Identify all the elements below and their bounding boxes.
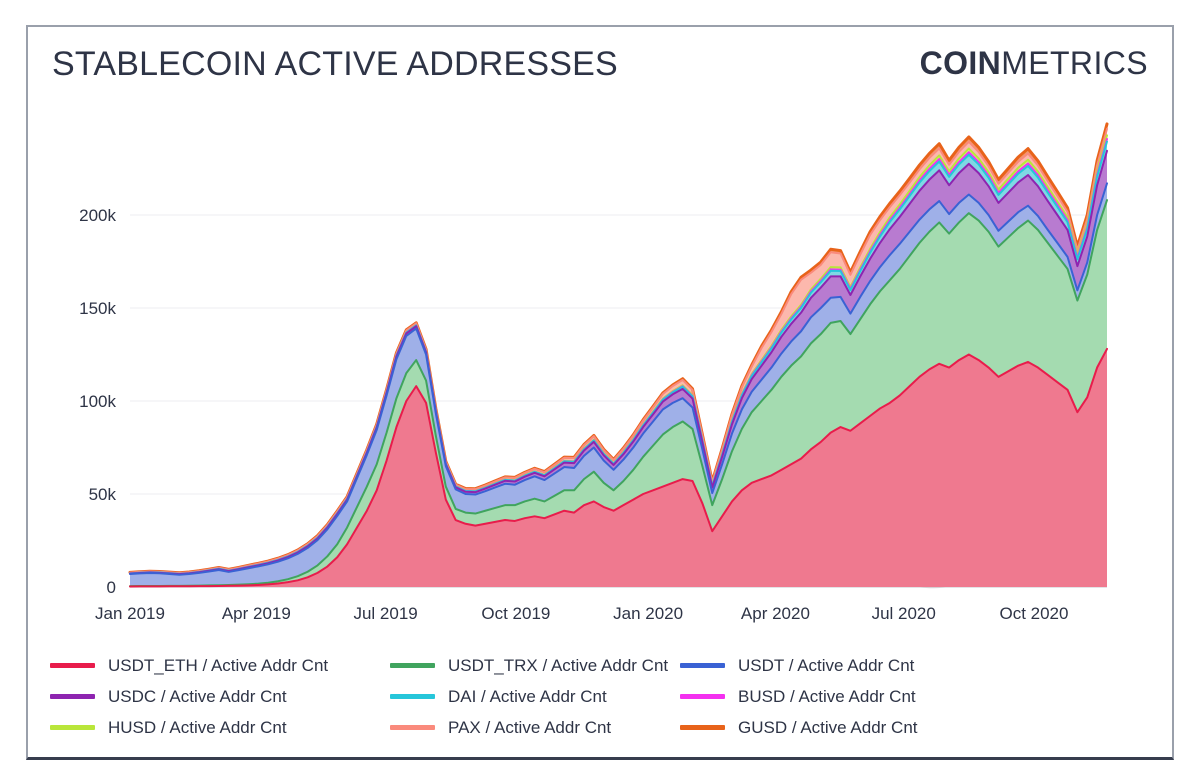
legend-item-label: DAI / Active Addr Cnt (448, 686, 607, 706)
area-usdt (130, 183, 1107, 587)
chart-legend: USDT_ETH / Active Addr Cnt USDT_TRX / Act… (50, 650, 1155, 743)
legend-item-usdt[interactable]: USDT / Active Addr Cnt (680, 650, 1020, 681)
line-usdt_eth (129, 347, 1108, 588)
legend-swatch-icon (50, 725, 95, 730)
y-axis-tick-label: 50k (89, 485, 117, 504)
page-title: STABLECOIN ACTIVE ADDRESSES (52, 45, 618, 83)
legend-item-label: USDT_ETH / Active Addr Cnt (108, 655, 329, 675)
legend-item-label: GUSD / Active Addr Cnt (738, 717, 918, 737)
area-dai (130, 141, 1107, 575)
legend-item-gusd[interactable]: GUSD / Active Addr Cnt (680, 712, 1020, 743)
legend-swatch-icon (680, 694, 725, 699)
logo-light-text: METRICS (1001, 45, 1148, 81)
x-axis-tick-label: Oct 2019 (481, 604, 550, 623)
x-axis-tick-label: Apr 2020 (741, 604, 810, 623)
x-axis-tick-label: Apr 2019 (222, 604, 291, 623)
x-axis-tick-label: Jan 2019 (95, 604, 165, 623)
area-husd (130, 135, 1107, 574)
area-series-group (130, 123, 1107, 587)
legend-swatch-icon (50, 694, 95, 699)
legend-item-label: USDT_TRX / Active Addr Cnt (448, 655, 669, 675)
legend-item-label: PAX / Active Addr Cnt (448, 717, 612, 737)
legend-item-usdt_trx[interactable]: USDT_TRX / Active Addr Cnt (390, 650, 680, 681)
chart-card: STABLECOIN ACTIVE ADDRESSES COINMETRICS … (26, 25, 1174, 760)
x-axis-tick-label: Jul 2020 (872, 604, 936, 623)
legend-swatch-icon (50, 663, 95, 668)
coinmetrics-logo: COINMETRICS (920, 45, 1148, 82)
legend-item-label: HUSD / Active Addr Cnt (108, 717, 287, 737)
y-axis-ticks: 0 50k 100k 150k 200k (79, 206, 116, 597)
legend-item-label: BUSD / Active Addr Cnt (738, 686, 916, 706)
legend-item-usdt_eth[interactable]: USDT_ETH / Active Addr Cnt (50, 650, 390, 681)
legend-item-dai[interactable]: DAI / Active Addr Cnt (390, 681, 680, 712)
legend-item-busd[interactable]: BUSD / Active Addr Cnt (680, 681, 1020, 712)
legend-swatch-icon (680, 725, 725, 730)
area-pax (130, 128, 1107, 574)
legend-item-label: USDC / Active Addr Cnt (108, 686, 287, 706)
y-axis-tick-label: 0 (107, 578, 116, 597)
line-usdt (129, 182, 1108, 576)
logo-bold-text: COIN (919, 45, 1002, 81)
legend-swatch-icon (390, 725, 435, 730)
y-axis-tick-label: 100k (79, 392, 116, 411)
x-axis-tick-label: Oct 2020 (999, 604, 1068, 623)
legend-swatch-icon (390, 663, 435, 668)
legend-item-pax[interactable]: PAX / Active Addr Cnt (390, 712, 680, 743)
area-usdt_eth (130, 348, 1107, 587)
line-usdc (129, 149, 1108, 576)
legend-item-husd[interactable]: HUSD / Active Addr Cnt (50, 712, 390, 743)
x-axis-ticks: Jan 2019 Apr 2019 Jul 2019 Oct 2019 Jan 2020… (95, 604, 1068, 623)
area-usdt_trx (130, 200, 1107, 587)
x-axis-tick-label: Jan 2020 (613, 604, 683, 623)
line-usdt_trx (129, 199, 1108, 588)
legend-swatch-icon (390, 694, 435, 699)
legend-swatch-icon (680, 663, 725, 668)
series-lines-group (128, 122, 1109, 588)
y-axis-tick-label: 150k (79, 299, 116, 318)
y-axis-tick-label: 200k (79, 206, 116, 225)
x-axis-tick-label: Jul 2019 (353, 604, 417, 623)
legend-item-usdc[interactable]: USDC / Active Addr Cnt (50, 681, 390, 712)
legend-item-label: USDT / Active Addr Cnt (738, 655, 915, 675)
area-usdc (130, 150, 1107, 575)
line-pax (129, 127, 1108, 574)
